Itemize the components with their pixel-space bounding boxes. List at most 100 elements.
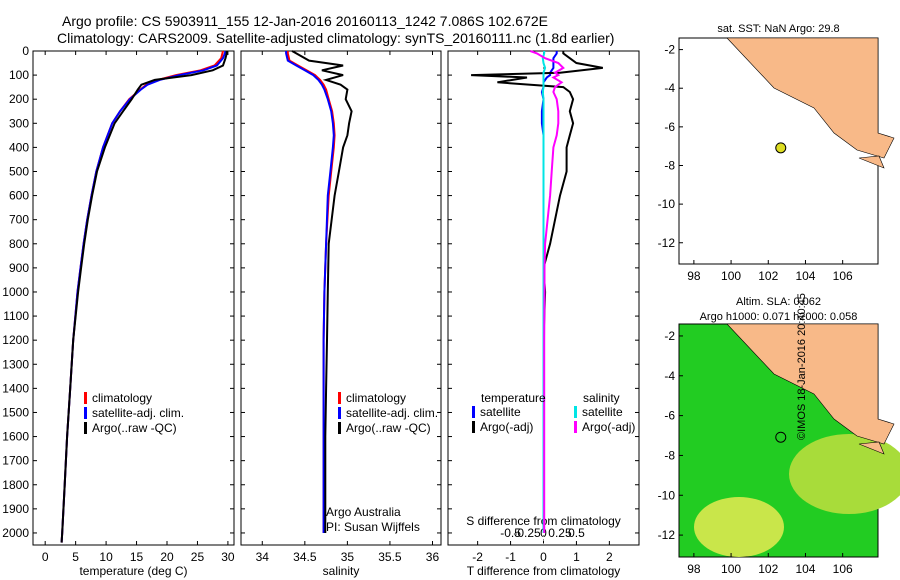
legend-label: satellite-adj. clim. (346, 406, 438, 420)
map-y-tick-label: -2 (664, 43, 675, 57)
map-y-tick-label: -8 (664, 448, 675, 462)
sla-map: 98 100 102 104 106 -2 -4 -6 -8 -10 -12 Altim. SLA: … (658, 296, 900, 576)
salinity-axis-label: salinity (323, 564, 360, 578)
panel-frame-0 (32, 50, 235, 546)
map-y-tick-label: -2 (664, 329, 675, 343)
legend-label: satellite-adj. clim. (92, 406, 184, 420)
x-tick-label: 1 (573, 550, 580, 564)
sla-high-patch (694, 497, 784, 557)
sst-argo-float-marker (775, 142, 787, 154)
map-y-tick-label: -12 (658, 528, 676, 542)
series-line (285, 51, 335, 533)
legend-label: Argo(-adj) (480, 420, 533, 434)
sst-map: 98 100 102 104 106 -2 -4 -6 -8 -10 -12 sat. SST: Na… (658, 23, 895, 283)
legend-swatch (472, 421, 475, 433)
credit-line-1: Argo Australia (326, 505, 401, 519)
depth-tick-label: 1600 (2, 430, 29, 444)
map-x-tick-label: 104 (795, 562, 815, 576)
x-tick-label: 35.5 (378, 550, 402, 564)
x-tick-label: 2 (606, 550, 613, 564)
panel-frame-1 (240, 50, 442, 546)
x-tick-label: 0 (540, 550, 547, 564)
legend-label: Argo(..raw -QC) (346, 421, 431, 435)
x-tick-label: 34 (256, 550, 270, 564)
depth-tick-label: 1800 (2, 478, 29, 492)
sst-land-sumatra (726, 37, 895, 159)
depth-tick-label: 600 (9, 189, 29, 203)
legend-swatch (84, 407, 87, 419)
depth-tick-label: 800 (9, 237, 29, 251)
profile-panels: 0100200300400500600700800900100011001200… (2, 44, 640, 578)
map-x-tick-label: 100 (721, 562, 741, 576)
series-line (471, 51, 603, 533)
map-x-tick-label: 102 (758, 562, 778, 576)
map-x-tick-label: 100 (721, 269, 741, 283)
legend-swatch (84, 392, 87, 404)
map-x-tick-label: 98 (687, 269, 701, 283)
depth-tick-label: 900 (9, 261, 29, 275)
s-diff-tick-label: -0.25 (513, 526, 541, 540)
map-x-tick-label: 104 (795, 269, 815, 283)
x-tick-label: -2 (472, 550, 483, 564)
series-line (291, 50, 353, 533)
series-line (529, 50, 565, 533)
x-tick-label: 34.5 (293, 550, 317, 564)
legend-swatch (338, 407, 341, 419)
depth-tick-label: 100 (9, 68, 29, 82)
legend-salinity-title: salinity (583, 391, 620, 405)
legend-swatch (574, 406, 577, 418)
map-y-tick-label: -10 (658, 488, 676, 502)
depth-tick-label: 1900 (2, 502, 29, 516)
x-tick-label: 36 (426, 550, 440, 564)
depth-tick-label: 1100 (3, 309, 29, 323)
depth-tick-label: 1300 (2, 357, 29, 371)
x-tick-label: 30 (221, 550, 235, 564)
depth-tick-label: 2000 (2, 526, 29, 540)
depth-tick-label: 500 (9, 164, 29, 178)
s-diff-tick-label: 0.5 (568, 526, 585, 540)
legend-label: climatology (92, 391, 152, 405)
sla-mid-patch (789, 434, 900, 514)
legend-swatch (338, 392, 341, 404)
map-x-tick-label: 106 (833, 562, 853, 576)
x-tick-label: 10 (99, 550, 113, 564)
series-line (60, 51, 228, 543)
x-tick-label: 35 (341, 550, 355, 564)
x-tick-label: 25 (191, 550, 205, 564)
x-tick-label: 5 (72, 550, 79, 564)
depth-tick-label: 0 (22, 44, 29, 58)
legend-swatch (472, 406, 475, 418)
legend-label: Argo(-adj) (582, 420, 635, 434)
s-diff-tick-label: -0.5 (500, 526, 521, 540)
legend-swatch (338, 422, 341, 434)
legend-temperature-title: temperature (481, 391, 546, 405)
tdiff-axis-label: T difference from climatology (467, 564, 621, 578)
x-tick-label: 20 (160, 550, 174, 564)
temperature-axis-label: temperature (deg C) (79, 564, 187, 578)
x-tick-label: -1 (505, 550, 516, 564)
depth-tick-label: 1700 (2, 454, 29, 468)
header-line-2: Climatology: CARS2009. Satellite-adjuste… (57, 30, 615, 46)
sla-argo-float-marker (775, 431, 787, 443)
sla-land-sumatra (726, 323, 895, 445)
depth-tick-label: 200 (9, 92, 29, 106)
map-y-tick-label: -10 (658, 197, 676, 211)
map-x-tick-label: 102 (758, 269, 778, 283)
depth-tick-label: 300 (9, 116, 29, 130)
sla-map-subtitle: Argo h1000: 0.071 h2000: 0.058 (700, 311, 858, 323)
legend-label: satellite (480, 405, 521, 419)
legend-swatch (84, 422, 87, 434)
map-y-tick-label: -6 (664, 409, 675, 423)
series-line (60, 50, 227, 543)
map-x-tick-label: 106 (833, 269, 853, 283)
map-y-tick-label: -4 (664, 369, 675, 383)
sst-map-title: sat. SST: NaN Argo: 29.8 (717, 23, 839, 35)
x-tick-label: 0 (42, 550, 49, 564)
legend-swatch (574, 421, 577, 433)
x-tick-label: 15 (130, 550, 144, 564)
s-diff-tick-label: 0.25 (548, 526, 572, 540)
credit-line-2: PI: Susan Wijffels (326, 520, 420, 534)
map-x-tick-label: 98 (687, 562, 701, 576)
map-y-tick-label: -4 (664, 81, 675, 95)
